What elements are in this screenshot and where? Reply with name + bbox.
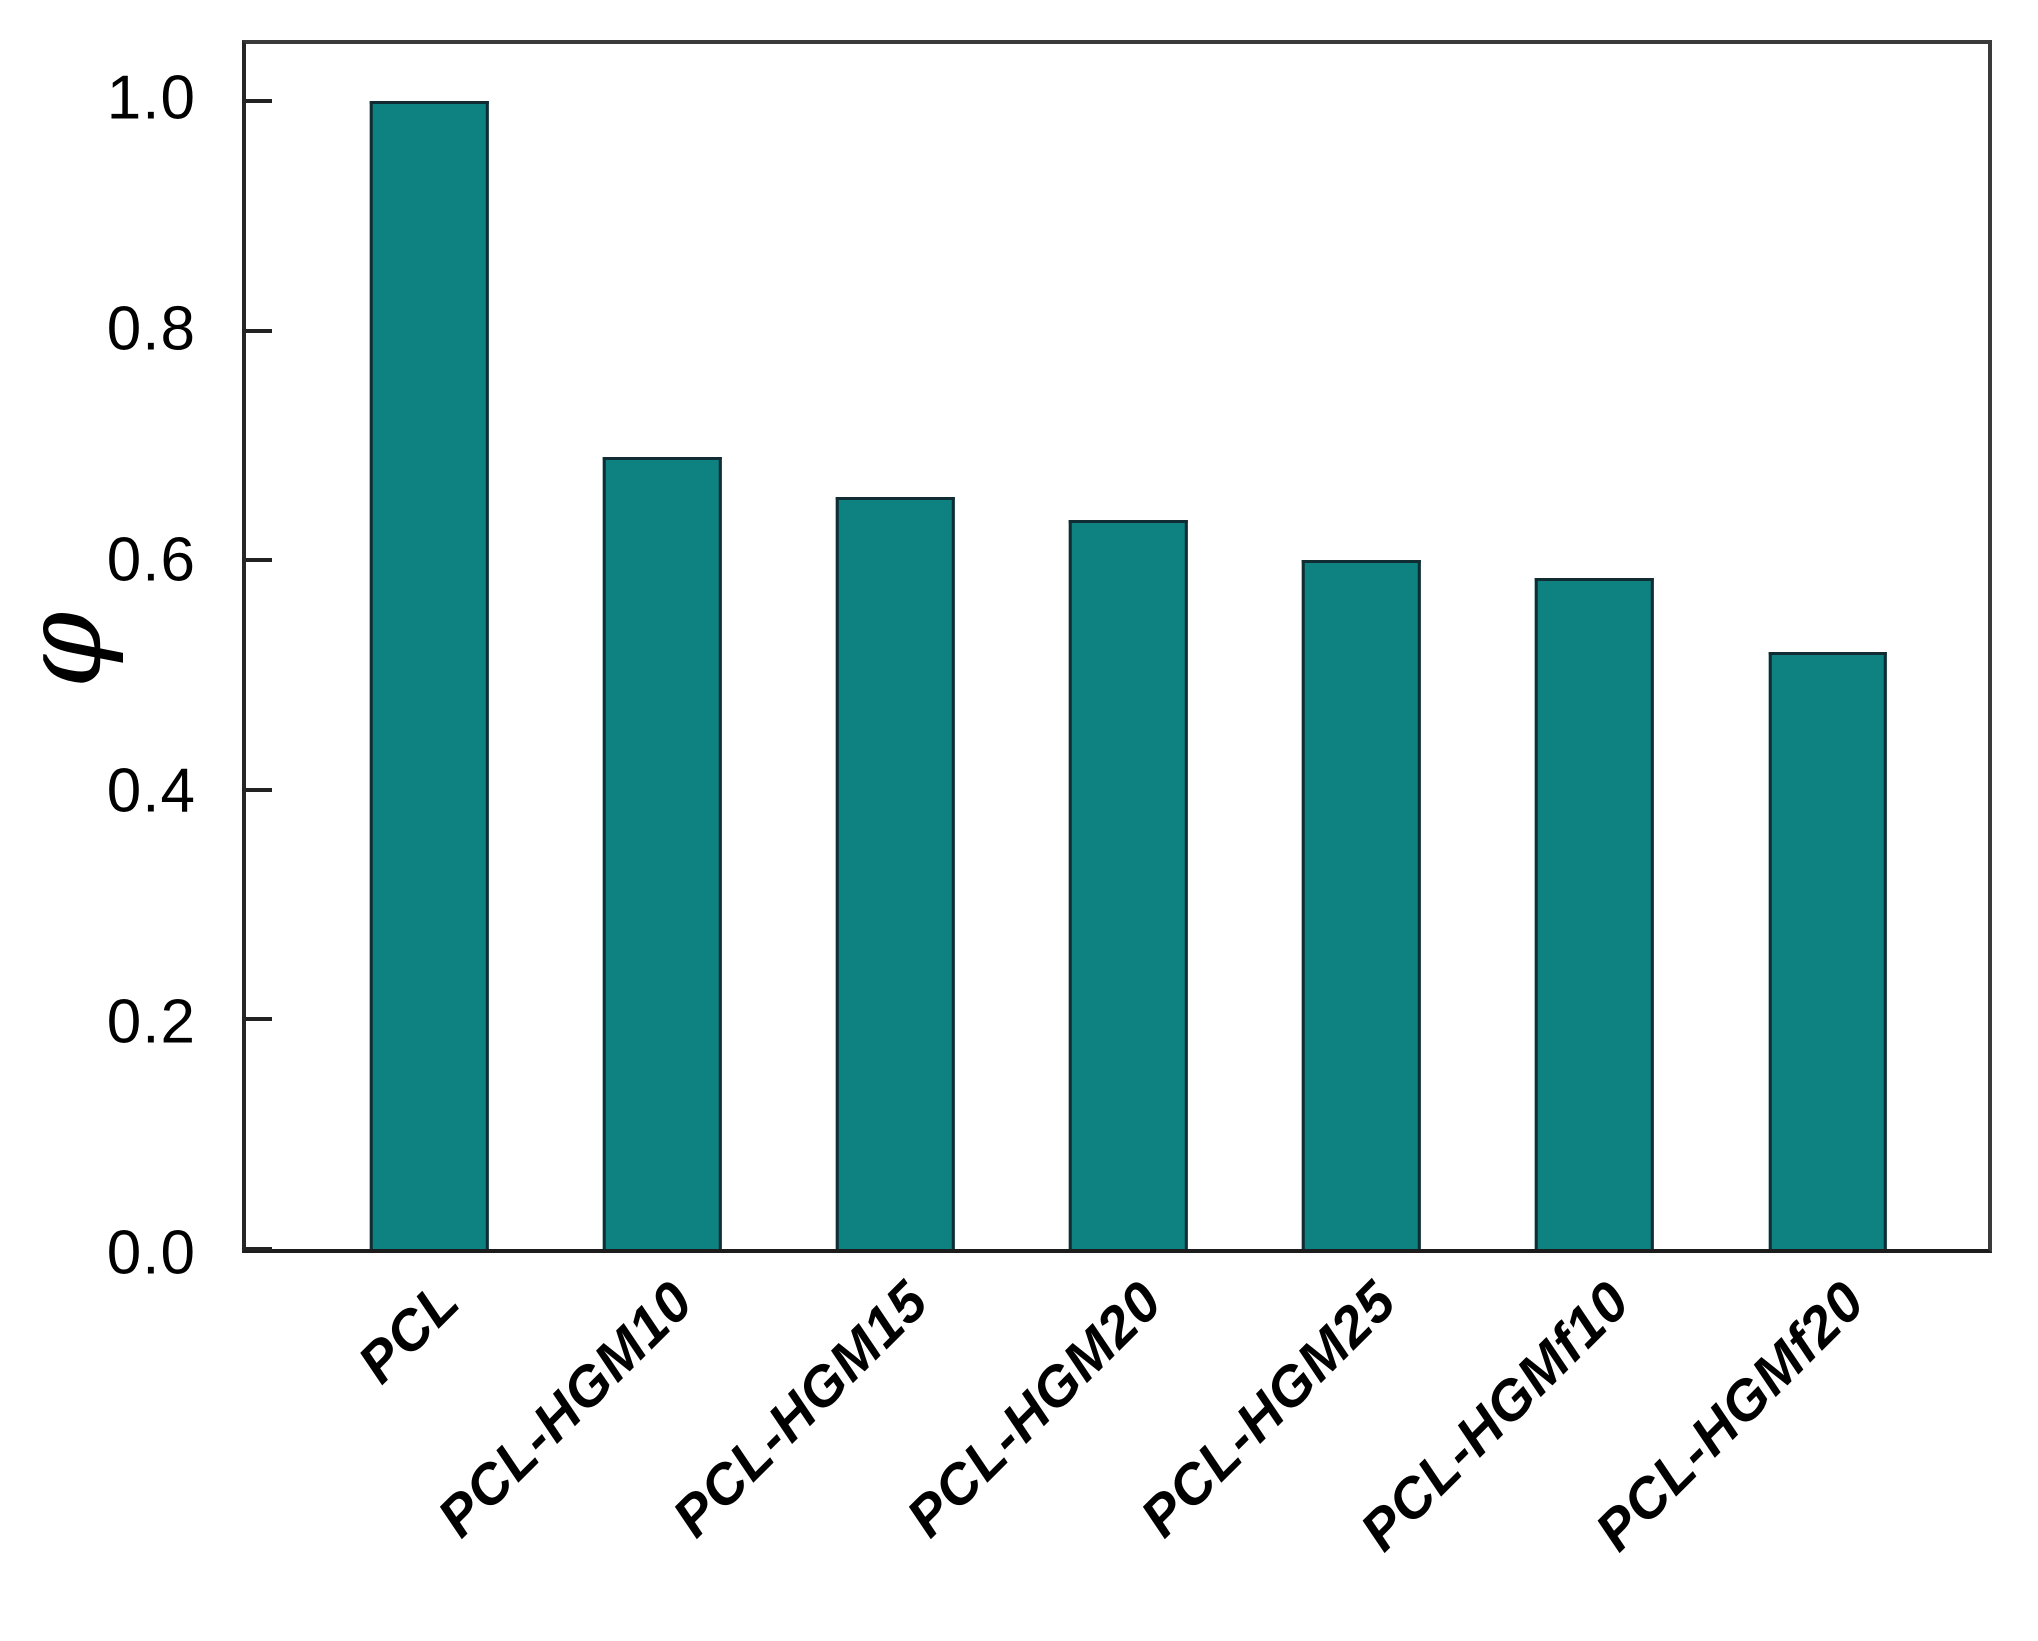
y-tick-label: 1.0 [106,63,196,133]
x-axis-category-labels: PCL PCL-HGM10 PCL-HGM15 PCL-HGM20 PCL-HGM25 P… [242,1268,1992,1641]
y-axis-tick-labels: 0.0 0.2 0.4 0.6 0.8 1.0 [0,40,218,1287]
y-tick-label: 0.0 [106,1218,196,1288]
bar-PCL-HGM15 [836,497,955,1249]
y-tick-mark [246,99,272,104]
x-category-label: PCL [345,1268,472,1395]
y-tick-mark [246,787,272,792]
y-tick-label: 0.2 [106,987,196,1057]
y-tick-mark [246,328,272,333]
y-tick-label: 0.8 [106,294,196,364]
bar-PCL-HGM10 [602,457,722,1249]
bar-PCL-HGMf20 [1768,652,1887,1249]
bar-PCL-HGMf10 [1535,577,1654,1249]
y-tick-mark [246,1017,272,1022]
y-tick-label: 0.6 [106,525,196,595]
y-tick-mark [246,1247,272,1251]
y-tick-label: 0.4 [106,756,196,826]
bar-PCL [369,101,489,1249]
plot-area [242,40,1992,1253]
bar-PCL-HGM20 [1069,520,1188,1249]
bar-PCL-HGM25 [1302,560,1421,1249]
y-tick-mark [246,558,272,563]
